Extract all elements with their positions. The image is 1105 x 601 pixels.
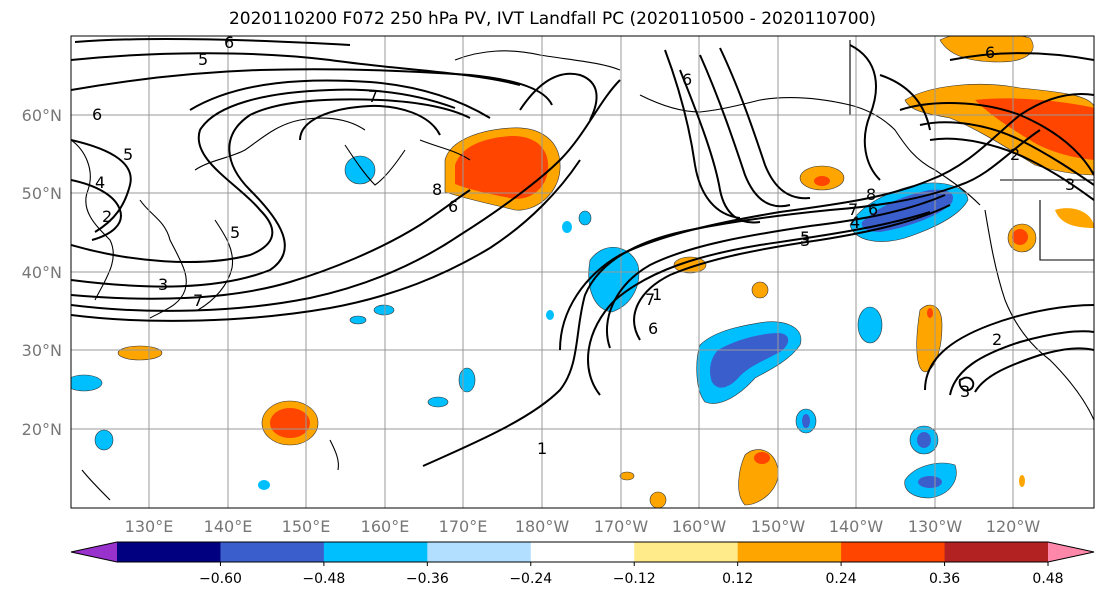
contour-label: 6 <box>224 33 234 52</box>
contour-label: 3 <box>960 382 970 401</box>
contour-label: 2 <box>1010 145 1020 164</box>
colorbar: −0.60 −0.48 −0.36 −0.24 −0.12 0.12 0.24 0.36 0.4… <box>70 541 1095 587</box>
contour-label: 7 <box>193 291 203 310</box>
colorbar-segment <box>737 542 842 562</box>
map-title: 2020110200 F072 250 hPa PV, IVT Landfall… <box>228 9 876 29</box>
contour-label: 4 <box>95 173 105 192</box>
contour-labels: 6 5 6 5 4 2 5 3 7 1 7 6 8 6 7 6 5 8 6 4 … <box>92 33 1075 458</box>
contour-label: 2 <box>102 207 112 226</box>
map-area: 6 5 6 5 4 2 5 3 7 1 7 6 8 6 7 6 5 8 6 4 … <box>71 33 1094 508</box>
lat-label: 20°N <box>22 420 62 439</box>
colorbar-tick-label: −0.60 <box>199 571 242 587</box>
contour-label: 6 <box>92 105 102 124</box>
contour-label: 8 <box>866 185 876 204</box>
lat-label: 60°N <box>22 106 62 125</box>
lon-label: 150°E <box>282 517 331 536</box>
colorbar-extend-max <box>1048 542 1094 562</box>
lon-label: 140°W <box>829 517 884 536</box>
lon-label: 150°W <box>751 517 806 536</box>
lon-label: 130°E <box>125 517 174 536</box>
lon-label: 180°W <box>515 517 570 536</box>
colorbar-tick-label: −0.48 <box>302 571 345 587</box>
colorbar-outline <box>70 541 1095 563</box>
colorbar-segment <box>427 542 532 562</box>
colorbar-segment <box>841 542 946 562</box>
contour-label: 3 <box>1065 175 1075 194</box>
colorbar-segment <box>634 542 739 562</box>
lon-label: 160°E <box>361 517 410 536</box>
contour-label: 5 <box>230 223 240 242</box>
contour-label: 6 <box>985 43 995 62</box>
lon-label: 170°E <box>439 517 488 536</box>
colorbar-tick-label: 0.24 <box>826 571 857 587</box>
colorbar-segment <box>323 542 428 562</box>
map-frame <box>70 35 1095 509</box>
colorbar-segment <box>117 542 221 562</box>
contour-label: 3 <box>158 275 168 294</box>
contour-label: 6 <box>682 70 692 89</box>
contour-label: 7 <box>848 200 858 219</box>
colorbar-tick-label: 0.48 <box>1032 571 1063 587</box>
lat-label: 40°N <box>22 263 62 282</box>
contour-label: 7 <box>645 290 655 309</box>
pv-contours <box>71 37 1094 467</box>
contour-label: 4 <box>850 213 860 232</box>
negative-anomaly-central-pacific <box>588 246 640 313</box>
colorbar-tick-label: −0.24 <box>509 571 552 587</box>
contour-label: 6 <box>648 319 658 338</box>
contour-label: 5 <box>800 228 810 247</box>
longitude-labels: 130°E 140°E 150°E 160°E 170°E 180°W 170°… <box>125 517 1041 536</box>
colorbar-segment <box>530 542 635 562</box>
contour-label: 6 <box>868 200 878 219</box>
colorbar-tick-label: −0.12 <box>613 571 656 587</box>
contour-label: 1 <box>537 439 547 458</box>
contour-label: 7 <box>368 87 378 106</box>
colorbar-tick-label: −0.36 <box>406 571 449 587</box>
lon-label: 130°W <box>908 517 963 536</box>
lon-label: 160°W <box>672 517 727 536</box>
lat-label: 50°N <box>22 184 62 203</box>
contour-label: 1 <box>652 285 662 304</box>
lon-label: 120°W <box>986 517 1041 536</box>
colorbar-segment <box>220 542 325 562</box>
contour-label: 6 <box>448 197 458 216</box>
lat-label: 30°N <box>22 341 62 360</box>
anomaly-shading <box>71 36 1094 508</box>
colorbar-segment <box>944 542 1049 562</box>
colorbar-tick-label: 0.12 <box>722 571 753 587</box>
latitude-labels: 60°N 50°N 40°N 30°N 20°N <box>22 106 62 439</box>
colorbar-tick-label: 0.36 <box>929 571 960 587</box>
contour-label: 5 <box>123 145 133 164</box>
lon-label: 140°E <box>204 517 253 536</box>
contour-label: 2 <box>992 330 1002 349</box>
contour-label: 3 <box>800 231 810 250</box>
lon-label: 170°W <box>594 517 649 536</box>
graticule <box>71 36 1094 508</box>
colorbar-extend-min <box>71 542 117 562</box>
contour-label: 5 <box>198 50 208 69</box>
contour-label: 8 <box>432 180 442 199</box>
